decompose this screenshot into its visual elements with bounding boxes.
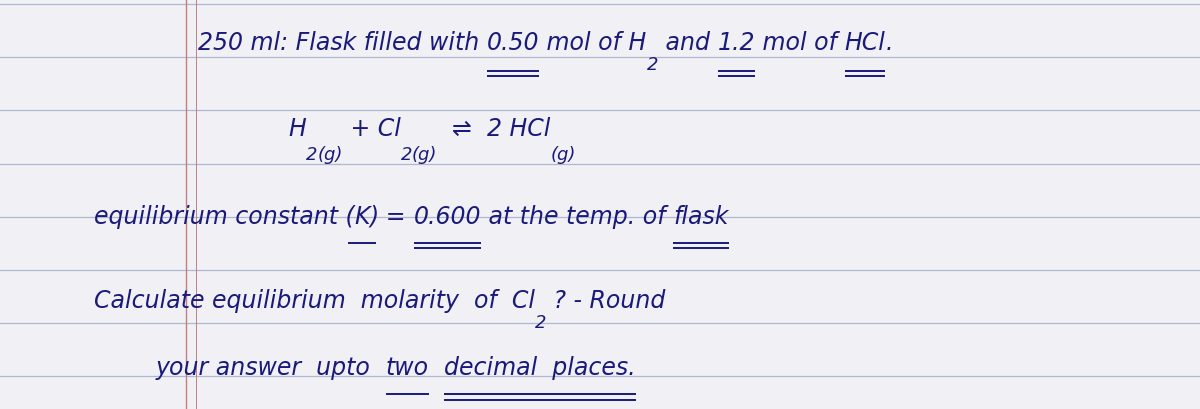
Text: ) =: ) =: [370, 205, 414, 229]
Text: 2 HCl: 2 HCl: [487, 117, 551, 141]
Text: equilibrium constant (: equilibrium constant (: [94, 205, 354, 229]
Text: 0.600: 0.600: [414, 205, 481, 229]
Text: mol of: mol of: [755, 31, 845, 55]
Text: and: and: [658, 31, 718, 55]
Text: HCl: HCl: [845, 31, 886, 55]
Text: (g): (g): [412, 146, 437, 164]
Text: 0.50: 0.50: [487, 31, 539, 55]
Text: at the temp. of: at the temp. of: [481, 205, 673, 229]
Text: 1.2: 1.2: [718, 31, 755, 55]
Text: + Cl: + Cl: [343, 117, 401, 141]
Text: your answer  upto: your answer upto: [156, 356, 386, 380]
Text: 2: 2: [401, 146, 412, 164]
Text: mol of H: mol of H: [539, 31, 647, 55]
Text: (g): (g): [551, 146, 576, 164]
Text: Calculate equilibrium  molarity  of  Cl: Calculate equilibrium molarity of Cl: [94, 289, 535, 312]
Text: K: K: [354, 205, 370, 229]
Text: 2: 2: [306, 146, 317, 164]
Text: two: two: [386, 356, 430, 380]
Text: 2: 2: [647, 56, 658, 74]
Text: decimal  places.: decimal places.: [444, 356, 636, 380]
Text: .: .: [886, 31, 893, 55]
Text: flask: flask: [673, 205, 728, 229]
Text: H: H: [288, 117, 306, 141]
Text: 2: 2: [534, 314, 546, 332]
Text: (g): (g): [317, 146, 343, 164]
Text: ? - Round: ? - Round: [546, 289, 666, 312]
Text: 250 ml: Flask filled with: 250 ml: Flask filled with: [198, 31, 487, 55]
Text: ⇌: ⇌: [437, 117, 487, 141]
